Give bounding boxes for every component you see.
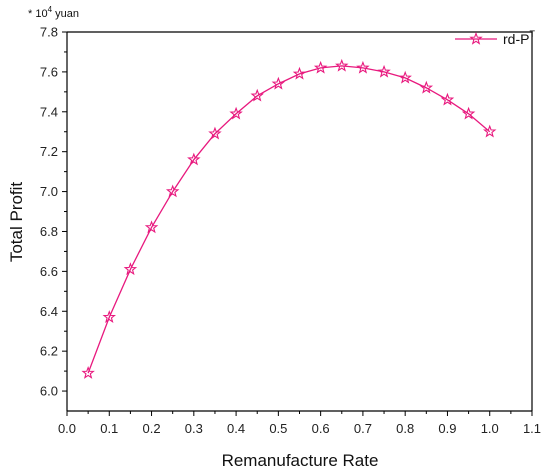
y-tick-label: 7.2 xyxy=(40,144,58,159)
legend-label-base: rd-P xyxy=(503,31,529,47)
data-point xyxy=(482,124,497,138)
legend: rd-PT xyxy=(455,29,535,47)
y-tick-label: 6.6 xyxy=(40,264,58,279)
y-tick-label: 7.6 xyxy=(40,64,58,79)
data-point xyxy=(102,310,117,323)
data-point xyxy=(461,106,476,120)
data-point xyxy=(292,66,307,80)
series-line xyxy=(87,65,491,374)
data-point xyxy=(398,70,412,84)
unit-prefix: * 10 xyxy=(28,8,48,20)
data-point xyxy=(356,60,370,74)
x-tick-label: 0.2 xyxy=(143,421,161,436)
data-point xyxy=(271,76,286,90)
x-tick-label: 0.8 xyxy=(396,421,414,436)
y-axis-title: Total Profit xyxy=(7,182,26,263)
data-point xyxy=(229,106,243,120)
y-tick-label: 6.0 xyxy=(40,384,58,399)
x-tick-label: 0.0 xyxy=(58,421,76,436)
x-tick-label: 0.4 xyxy=(227,421,245,436)
data-point xyxy=(335,58,349,72)
data-point xyxy=(377,64,391,78)
legend-marker xyxy=(469,31,483,45)
x-tick-label: 0.1 xyxy=(100,421,118,436)
data-point xyxy=(165,184,180,198)
data-point xyxy=(313,60,328,74)
axes xyxy=(66,31,533,412)
y-tick-label: 6.2 xyxy=(40,344,58,359)
y-tick-label: 6.8 xyxy=(40,224,58,239)
y-tick-label: 6.4 xyxy=(40,304,58,319)
y-tick-label: 7.0 xyxy=(40,184,58,199)
unit-label: * 104 yuan xyxy=(28,5,79,20)
unit-exponent: 4 xyxy=(48,5,53,14)
legend-label-sup: T xyxy=(529,29,535,39)
data-point xyxy=(123,262,138,276)
unit-suffix: yuan xyxy=(52,8,79,20)
data-point xyxy=(419,80,434,94)
y-tick-label: 7.8 xyxy=(40,25,58,40)
tick-marks: 0.0 0.1 0.2 0.3 0.4 0.5 0.6 0.7 0.8 0.9 1.0 1.1 6.0 6… xyxy=(40,25,541,437)
x-tick-label: 0.5 xyxy=(269,421,287,436)
x-tick-label: 0.9 xyxy=(438,421,456,436)
x-tick-label: 1.0 xyxy=(481,421,499,436)
data-point xyxy=(187,152,201,166)
x-axis-title: Remanufacture Rate xyxy=(222,451,379,470)
legend-label: rd-PT xyxy=(503,29,535,47)
y-tick-label: 7.4 xyxy=(40,104,58,119)
data-point xyxy=(81,366,95,379)
data-point xyxy=(208,126,222,140)
x-tick-label: 0.6 xyxy=(312,421,330,436)
data-point xyxy=(144,220,159,234)
x-tick-label: 0.7 xyxy=(354,421,372,436)
x-tick-label: 1.1 xyxy=(523,421,541,436)
series-layer xyxy=(81,58,497,379)
data-point xyxy=(250,88,264,102)
data-point xyxy=(440,92,455,106)
x-tick-label: 0.3 xyxy=(185,421,203,436)
